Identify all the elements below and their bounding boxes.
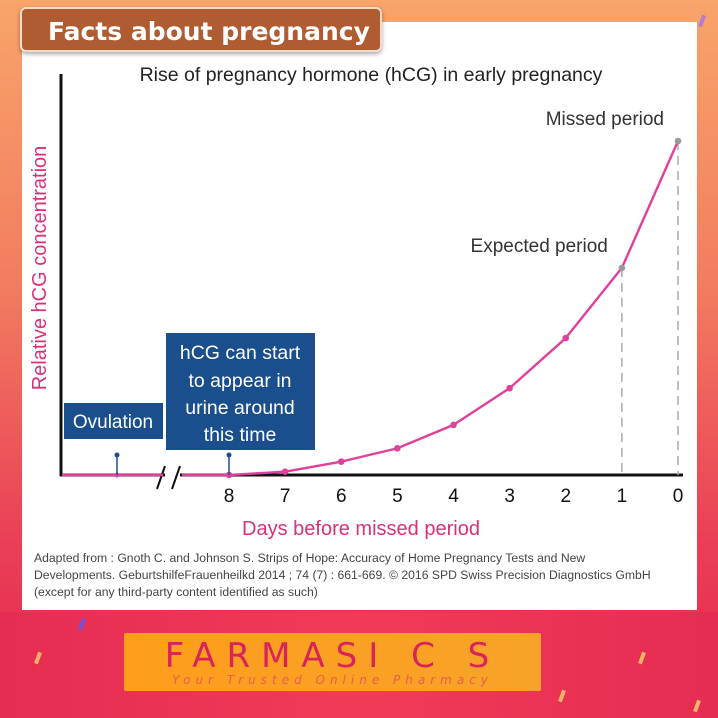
x-tick-label: 1 <box>617 486 628 507</box>
caption-line: Adapted from : Gnoth C. and Johnson S. S… <box>34 551 586 565</box>
ovulation-dot <box>114 452 120 458</box>
section-badge: Facts about pregnancy <box>20 7 382 52</box>
farmasics-logo: FARMASI C S Your Trusted Online Pharmacy <box>124 633 541 691</box>
data-point <box>281 468 289 475</box>
x-tick-label: 3 <box>504 486 515 507</box>
hcg-appear-line-3: urine around <box>185 397 295 419</box>
dashed-markers <box>621 141 679 475</box>
data-point <box>394 444 401 452</box>
annotations: Missed period Expected period <box>471 109 664 257</box>
axis-break-mark <box>156 465 166 490</box>
x-tick-label: 7 <box>280 486 291 507</box>
data-points <box>114 137 682 479</box>
hcg-box-dot <box>226 452 232 458</box>
x-axis-label: Days before missed period <box>242 518 480 540</box>
data-point <box>562 334 570 342</box>
hcg-appear-line-2: to appear in <box>189 370 292 392</box>
ovulation-label: Ovulation <box>73 412 153 433</box>
caption-line: (except for any third-party content iden… <box>34 585 318 599</box>
annotation-label: Expected period <box>471 236 608 257</box>
chart-title: Rise of pregnancy hormone (hCG) in early… <box>140 64 603 86</box>
hcg-appear-line-1: hCG can start <box>180 342 301 364</box>
hcg-appear-line-4: this time <box>204 424 277 446</box>
data-point <box>618 264 626 272</box>
x-tick-label: 4 <box>448 486 459 507</box>
caption-line: Developments. GeburtshilfeFrauenheilkd 2… <box>34 568 651 582</box>
annotation-label: Missed period <box>546 109 664 130</box>
x-tick-label: 2 <box>560 486 571 507</box>
x-tick-labels: 8 7 6 5 4 3 2 1 0 <box>224 486 684 507</box>
hcg-appear-box <box>166 333 315 450</box>
axis-break-mark <box>171 465 181 490</box>
data-point <box>674 137 682 145</box>
ovulation-box <box>64 403 163 439</box>
x-tick-label: 0 <box>673 486 684 507</box>
logo-tagline: Your Trusted Online Pharmacy <box>172 673 493 687</box>
data-point <box>337 458 345 465</box>
logo-name: FARMASI C S <box>164 636 501 676</box>
x-tick-label: 5 <box>392 486 403 507</box>
data-point <box>450 421 457 429</box>
source-caption: Adapted from : Gnoth C. and Johnson S. S… <box>34 550 684 601</box>
x-tick-label: 8 <box>224 486 235 507</box>
x-tick-label: 6 <box>336 486 347 507</box>
y-axis-label: Relative hCG concentration <box>29 146 51 391</box>
data-point <box>506 384 513 392</box>
